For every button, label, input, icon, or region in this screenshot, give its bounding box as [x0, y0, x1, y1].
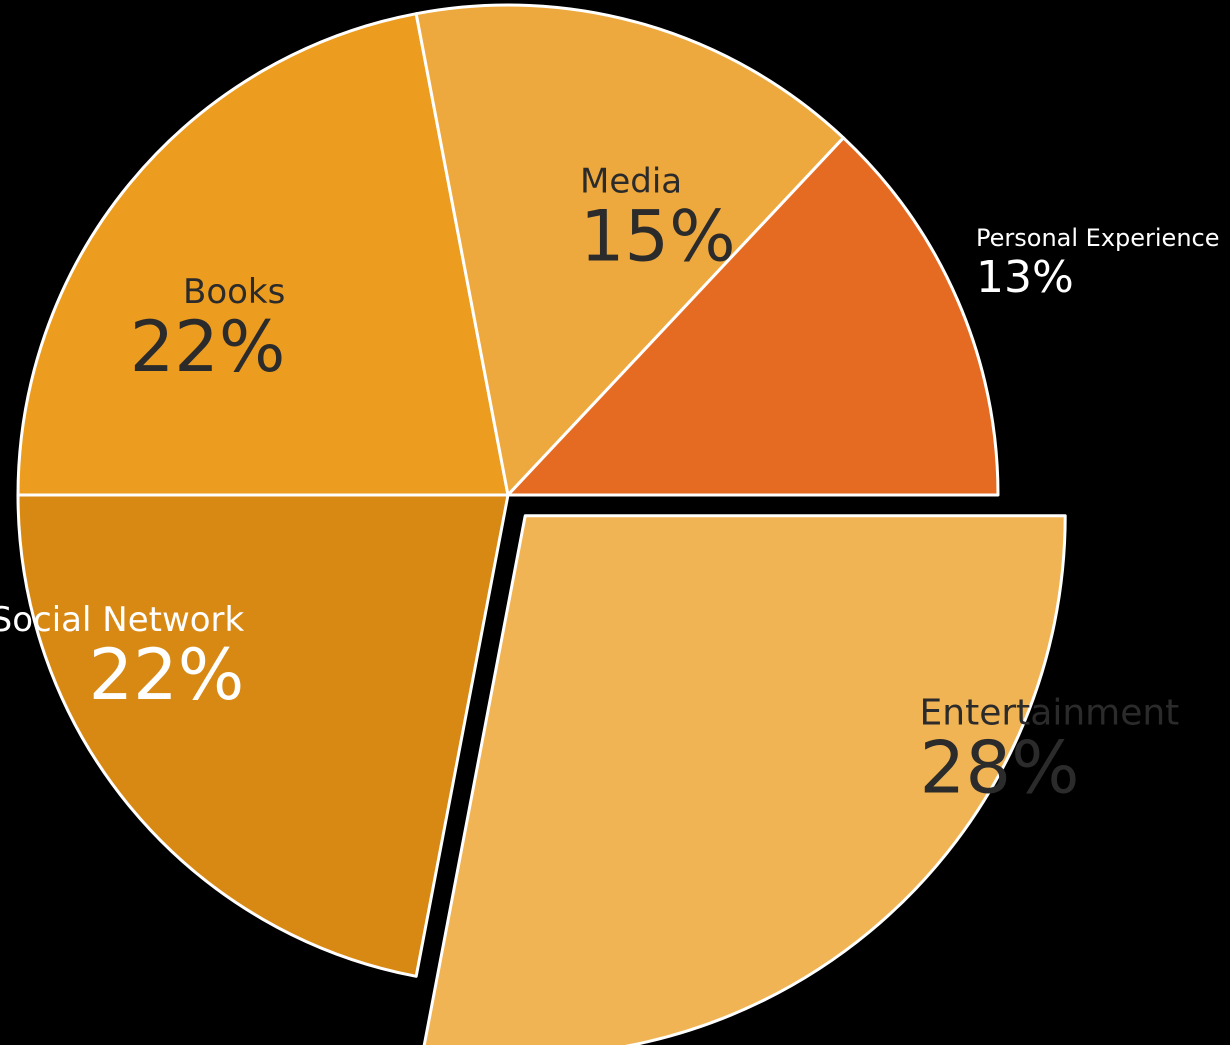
slice-value-entertainment: 28% — [920, 726, 1080, 810]
pie-slice-social-network — [16, 493, 510, 978]
slice-label-entertainment: Entertainment — [920, 693, 1180, 734]
slice-value-media: 15% — [580, 196, 736, 278]
slice-label-personal-experience: Personal Experience — [976, 224, 1220, 252]
slice-value-books: 22% — [130, 306, 286, 388]
slice-label-social-network: Social Network — [0, 600, 245, 640]
pie-slice-media — [414, 3, 845, 497]
slice-label-books: Books — [183, 272, 285, 312]
slice-label-media: Media — [580, 162, 682, 202]
pie-slice-entertainment — [422, 514, 1067, 1045]
slice-value-social-network: 22% — [89, 634, 245, 716]
slice-value-personal-experience: 13% — [976, 252, 1074, 303]
pie-slice-personal-experience — [506, 136, 1000, 497]
pie-slice-books — [16, 12, 510, 497]
